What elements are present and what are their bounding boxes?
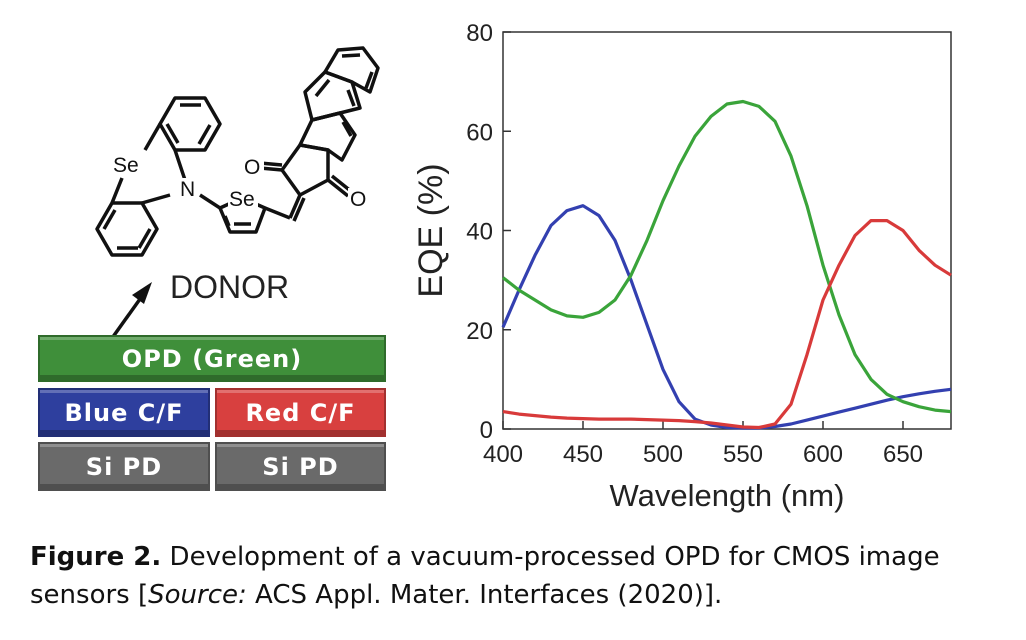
series-line-2	[502, 219, 952, 430]
red-cf-label: Red C/F	[245, 398, 356, 427]
donor-molecule-structure: Se N Se O O DONOR	[95, 46, 380, 340]
si-pd-right-layer: Si PD	[215, 442, 386, 491]
figure-caption: Figure 2. Development of a vacuum-proces…	[30, 538, 1010, 614]
arrow-head-icon	[132, 282, 152, 304]
si-pd-left-layer: Si PD	[38, 442, 210, 491]
si-pd-right-label: Si PD	[262, 452, 339, 481]
y-tick-label: 20	[466, 318, 493, 345]
caption-figure-number: Figure 2.	[30, 542, 162, 572]
red-color-filter-layer: Red C/F	[215, 388, 386, 437]
blue-color-filter-layer: Blue C/F	[38, 388, 210, 437]
blue-cf-label: Blue C/F	[64, 398, 184, 427]
y-axis-label: EQE (%)	[412, 163, 450, 297]
x-tick-label: 500	[643, 441, 683, 468]
y-tick-label: 60	[466, 119, 493, 146]
y-tick-label: 40	[466, 219, 493, 246]
si-pd-left-label: Si PD	[85, 452, 163, 481]
series-line-0	[501, 204, 952, 430]
x-tick-label: 400	[483, 441, 523, 468]
caption-source-label: Source:	[148, 580, 247, 610]
eqe-chart: 400 450 500 550 600 650 0 20 40 60 80 Wavelength (n…	[412, 20, 952, 513]
plot-frame	[502, 31, 952, 430]
series-line-1	[502, 99, 952, 414]
atom-se-label: Se	[113, 154, 139, 177]
opd-green-layer: OPD (Green)	[38, 335, 386, 382]
opd-green-label: OPD (Green)	[121, 344, 303, 373]
caption-text-1: Development of a vacuum-processed OPD fo…	[30, 542, 940, 610]
donor-label: DONOR	[170, 269, 289, 305]
x-tick-label: 600	[803, 441, 843, 468]
y-tick-label: 0	[480, 417, 493, 444]
x-tick-label: 650	[883, 441, 923, 468]
atom-se2-label: Se	[229, 188, 255, 211]
atom-n-label: N	[180, 178, 195, 201]
x-tick-label: 550	[723, 441, 763, 468]
y-tick-label: 80	[466, 20, 493, 47]
atom-o2-label: O	[350, 188, 366, 211]
x-tick-label: 450	[563, 441, 603, 468]
caption-text-2: ACS Appl. Mater. Interfaces (2020)].	[246, 580, 723, 610]
atom-o1-label: O	[244, 156, 260, 179]
x-axis-label: Wavelength (nm)	[610, 478, 845, 513]
